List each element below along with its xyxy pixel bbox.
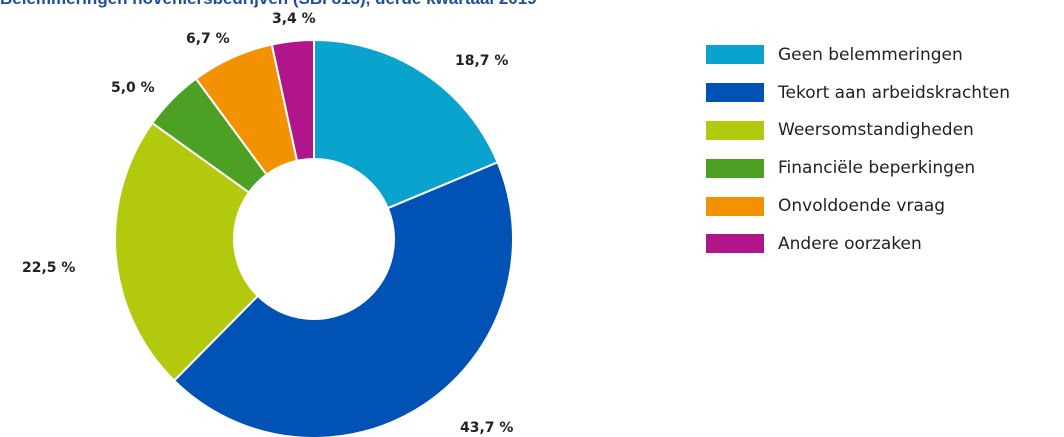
legend-item-weersomstandigheden: Weersomstandigheden (706, 112, 1010, 150)
legend-item-onvoldoende-vraag: Onvoldoende vraag (706, 187, 1010, 225)
slice-value-label: 5,0 % (111, 80, 155, 96)
legend-label: Andere oorzaken (778, 233, 922, 254)
slice-value-label: 6,7 % (186, 31, 230, 47)
legend-item-tekort-aan-arbeidskrachten: Tekort aan arbeidskrachten (706, 74, 1010, 112)
slice-value-label: 22,5 % (22, 260, 75, 276)
slice-value-label: 18,7 % (455, 53, 508, 69)
legend-swatch (706, 234, 764, 254)
legend-swatch (706, 196, 764, 216)
legend-item-andere-oorzaken: Andere oorzaken (706, 225, 1010, 263)
legend-item-financiele-beperkingen: Financiële beperkingen (706, 149, 1010, 187)
legend-label: Onvoldoende vraag (778, 196, 946, 217)
legend-item-geen-belemmeringen: Geen belemmeringen (706, 36, 1010, 74)
slice-tekort-aan-arbeidskrachten (172, 160, 514, 437)
donut-slices (114, 38, 514, 437)
slice-value-label: 3,4 % (272, 11, 316, 27)
slice-weersomstandigheden (114, 121, 260, 383)
legend-label: Financiële beperkingen (778, 158, 976, 179)
legend-swatch (706, 83, 764, 103)
legend-swatch (706, 120, 764, 140)
donut-chart: 18,7 % 43,7 % 22,5 % 5,0 % 6,7 % 3,4 % (22, 11, 514, 437)
legend-label: Geen belemmeringen (778, 44, 963, 65)
slice-geen-belemmeringen (313, 38, 499, 210)
legend-swatch (706, 45, 764, 65)
legend-label: Weersomstandigheden (778, 120, 974, 141)
legend: Geen belemmeringen Tekort aan arbeidskra… (706, 36, 1010, 263)
legend-swatch (706, 158, 764, 178)
chart-title: Belemmeringen hoveniersbedrijven (SBI 81… (0, 0, 537, 9)
legend-label: Tekort aan arbeidskrachten (778, 82, 1010, 103)
slice-labels: 18,7 % 43,7 % 22,5 % 5,0 % 6,7 % 3,4 % (22, 11, 513, 436)
slice-value-label: 43,7 % (460, 420, 513, 436)
slice-andere-oorzaken (270, 38, 315, 163)
